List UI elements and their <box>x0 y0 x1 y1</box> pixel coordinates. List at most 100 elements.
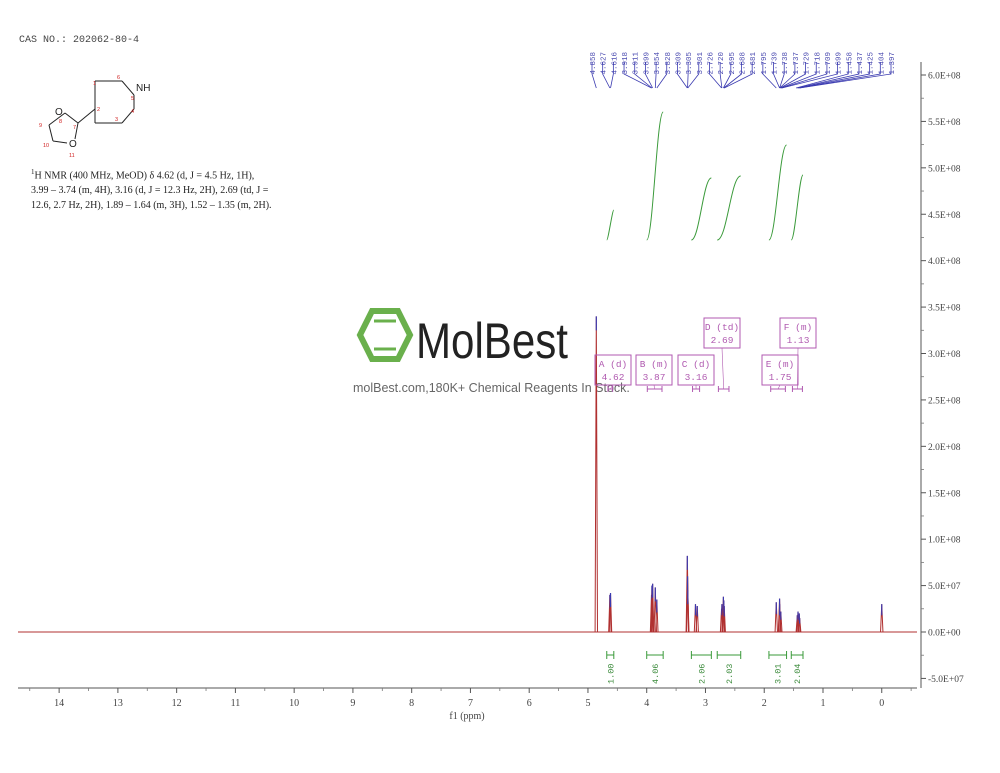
molbest-logo-icon <box>356 308 414 362</box>
cas-number: CAS NO.: 202062-80-4 <box>19 35 140 46</box>
multiplet-label: C (d) <box>682 359 711 370</box>
atom-number: 1 <box>93 81 96 87</box>
x-tick-label: 6 <box>527 698 532 709</box>
peak-shift-label: 4.616 <box>611 52 619 75</box>
peak-shift-label: 3.918 <box>622 52 630 75</box>
multiplet-shift: 1.13 <box>787 335 810 346</box>
peak-leader-line <box>687 62 700 89</box>
y-tick-label: 6.0E+08 <box>928 72 961 82</box>
watermark-tagline: molBest.com,180K+ Chemical Reagents In S… <box>353 381 630 395</box>
multiplet-label: A (d) <box>599 359 628 370</box>
integral-value: 4.06 <box>651 664 661 684</box>
x-tick-label: 4 <box>644 698 649 709</box>
peak-leader-line <box>602 62 611 89</box>
peak-leader-line <box>634 62 653 89</box>
peak-leader-line <box>644 62 654 89</box>
peak-leader-line <box>610 62 614 89</box>
peak-leader-line <box>723 62 732 89</box>
y-tick-label: 5.0E+07 <box>928 582 961 592</box>
x-tick-label: 7 <box>468 698 473 709</box>
atom-number: 10 <box>43 143 49 149</box>
peak-shift-label: 1.737 <box>793 52 801 75</box>
watermark-brand: MolBest <box>416 313 568 369</box>
peak-leader-line <box>797 62 860 89</box>
integral-curve <box>790 174 804 241</box>
x-tick-label: 1 <box>820 698 825 709</box>
description-line-3: 12.6, 2.7 Hz, 2H), 1.89 – 1.64 (m, 3H), … <box>31 200 272 212</box>
peak-shift-label: 3.911 <box>633 52 641 75</box>
peak-leader-line <box>656 62 668 89</box>
oxygen-label: O <box>69 139 77 150</box>
y-tick-label: 5.5E+08 <box>928 118 961 128</box>
y-tick-label: 1.5E+08 <box>928 489 961 499</box>
atom-number: 11 <box>69 153 75 159</box>
spectrum-peak <box>650 585 654 633</box>
y-tick-label: 3.0E+08 <box>928 350 961 360</box>
peak-shift-label: 3.305 <box>686 52 694 75</box>
x-axis-label: f1 (ppm) <box>449 711 484 722</box>
multiplet-shift: 3.16 <box>685 372 708 383</box>
peak-leader-line <box>724 62 753 89</box>
description-line-1: H NMR (400 MHz, MeOD) δ 4.62 (d, J = 4.5… <box>34 170 255 182</box>
atom-number: 4 <box>131 109 134 115</box>
peak-shift-label: 3.301 <box>697 52 705 75</box>
multiplet-connector <box>797 347 799 390</box>
peak-leader-line <box>623 62 652 89</box>
peak-leader-line <box>779 62 785 89</box>
peak-shift-label: 4.627 <box>601 52 609 75</box>
y-tick-label: 3.5E+08 <box>928 304 961 314</box>
atom-number: 3 <box>115 117 118 123</box>
x-tick-label: 5 <box>585 698 590 709</box>
y-tick-label: 2.5E+08 <box>928 396 961 406</box>
x-tick-label: 14 <box>54 698 64 709</box>
peak-leader-line <box>799 62 881 89</box>
peak-shift-label: 2.681 <box>750 52 758 75</box>
integral-value: 2.06 <box>697 664 707 684</box>
multiplet-connector <box>610 384 614 390</box>
peak-leader-line <box>781 62 839 89</box>
peak-shift-label: 3.309 <box>675 52 683 75</box>
peak-shift-label: 3.899 <box>643 52 651 75</box>
y-tick-label: 1.0E+08 <box>928 536 961 546</box>
x-tick-label: 0 <box>879 698 884 709</box>
peak-shift-label: 1.738 <box>782 52 790 75</box>
peak-shift-label: 1.699 <box>836 52 844 75</box>
peak-shift-label: 1.739 <box>772 52 780 75</box>
y-tick-label: 2.0E+08 <box>928 443 961 453</box>
peak-shift-label: 1.404 <box>878 52 886 75</box>
atom-number: 8 <box>59 119 62 125</box>
peak-leader-line <box>723 62 742 89</box>
peak-leader-line <box>654 62 657 89</box>
multiplet-label: E (m) <box>766 359 795 370</box>
integral-value: 2.03 <box>725 664 735 684</box>
multiplet-connector <box>653 384 655 390</box>
nmr-description: 1H NMR (400 MHz, MeOD) δ 4.62 (d, J = 4.… <box>31 165 301 213</box>
peak-leader-line <box>762 62 777 89</box>
peak-leader-line <box>677 62 688 89</box>
peak-shift-label: 4.858 <box>590 52 598 75</box>
integral-curve <box>690 177 712 241</box>
integral-curve <box>646 111 664 241</box>
y-tick-label: 5.0E+08 <box>928 164 961 174</box>
peak-shift-label: 1.437 <box>857 52 865 75</box>
integral-value: 2.04 <box>793 664 803 684</box>
description-line-2: 3.99 – 3.74 (m, 4H), 3.16 (d, J = 12.3 H… <box>31 185 269 197</box>
multiplet-shift: 1.75 <box>769 372 792 383</box>
peak-shift-label: 1.795 <box>761 52 769 75</box>
peak-leader-line <box>797 62 871 89</box>
spectrum-peak <box>774 602 778 633</box>
peak-shift-label: 3.828 <box>665 52 673 75</box>
multiplet-connector <box>777 384 781 390</box>
x-tick-label: 3 <box>703 698 708 709</box>
peak-shift-label: 2.726 <box>707 52 715 75</box>
peak-shift-label: 2.695 <box>729 52 737 75</box>
atom-number: 6 <box>117 75 120 81</box>
integral-curve <box>606 209 615 241</box>
peak-leader-line <box>780 62 817 89</box>
y-tick-label: 4.5E+08 <box>928 211 961 221</box>
oxygen-label: O <box>55 107 63 118</box>
peak-shift-label: 3.854 <box>654 52 662 75</box>
nh-label: NH <box>136 83 150 94</box>
peak-leader-line <box>779 62 796 89</box>
